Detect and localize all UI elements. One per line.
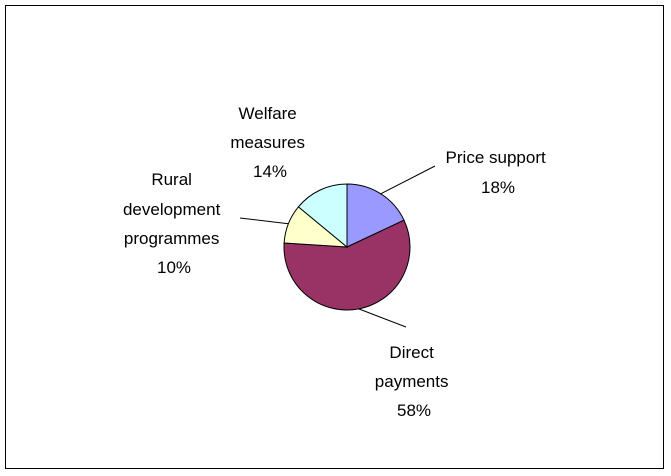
- slice-label-rural-development-programmes: Rural development programmes 10%: [123, 170, 225, 277]
- leader-line-price-support: [380, 165, 436, 195]
- pie-slice-welfare-measures: [297, 183, 348, 249]
- leader-line-rural-development-programmes: [239, 217, 289, 225]
- slice-label-welfare-measures: Welfare measures 14%: [230, 104, 309, 181]
- slice-label-direct-payments: Direct payments 58%: [375, 343, 453, 420]
- pie-slice-price-support: [346, 183, 405, 248]
- slice-label-price-support: Price support 18%: [446, 148, 551, 197]
- pie-slice-direct-payments: [283, 219, 411, 311]
- leader-line-direct-payments: [358, 308, 407, 328]
